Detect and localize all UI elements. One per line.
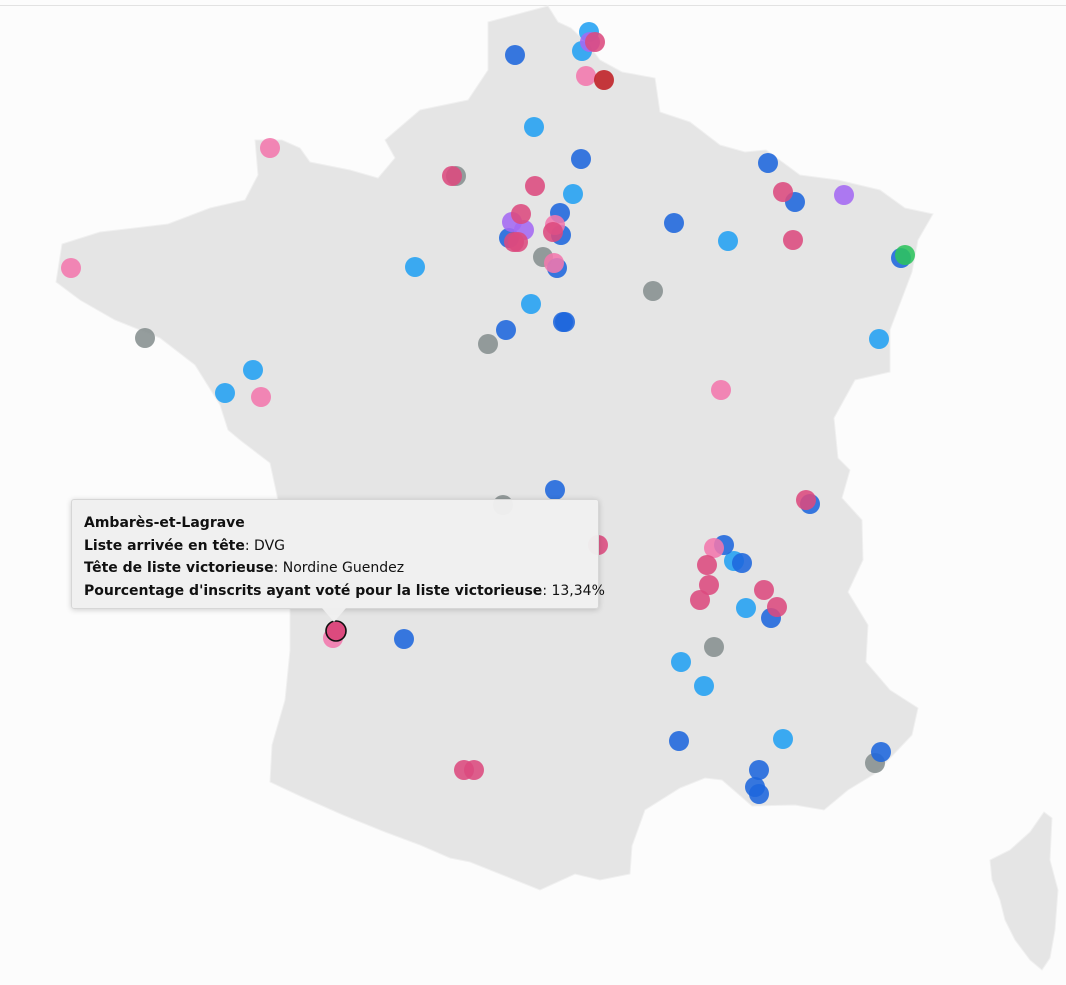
commune-marker-pink[interactable] <box>251 387 271 407</box>
commune-marker-light-blue[interactable] <box>869 329 889 349</box>
commune-marker-dark-blue[interactable] <box>669 731 689 751</box>
commune-marker-dark-pink[interactable] <box>699 575 719 595</box>
tooltip-commune-name: Ambarès-et-Lagrave <box>84 515 245 531</box>
commune-marker-dark-pink[interactable] <box>464 760 484 780</box>
commune-marker-dark-blue[interactable] <box>545 480 565 500</box>
tooltip-leader-value: Nordine Guendez <box>282 560 405 576</box>
commune-marker-pink[interactable] <box>544 253 564 273</box>
commune-marker-dark-pink[interactable] <box>543 222 563 242</box>
commune-marker-light-blue[interactable] <box>736 598 756 618</box>
commune-marker-light-blue[interactable] <box>563 184 583 204</box>
commune-marker-dark-pink[interactable] <box>508 232 528 252</box>
commune-marker-grey[interactable] <box>704 637 724 657</box>
commune-marker-dark-blue[interactable] <box>394 629 414 649</box>
commune-marker-red[interactable] <box>594 70 614 90</box>
commune-marker-dark-pink[interactable] <box>442 166 462 186</box>
commune-marker-dark-pink[interactable] <box>783 230 803 250</box>
commune-marker-grey[interactable] <box>135 328 155 348</box>
commune-marker-dark-pink[interactable] <box>796 490 816 510</box>
commune-marker-light-blue[interactable] <box>405 257 425 277</box>
france-mainland <box>55 5 934 891</box>
commune-marker-light-blue[interactable] <box>215 383 235 403</box>
tooltip-leader-label: Tête de liste victorieuse <box>84 560 274 576</box>
commune-marker-dark-blue[interactable] <box>749 784 769 804</box>
tooltip-pct-line: Pourcentage d'inscrits ayant voté pour l… <box>84 582 605 599</box>
commune-marker-pink[interactable] <box>260 138 280 158</box>
commune-marker-dark-blue[interactable] <box>749 760 769 780</box>
commune-marker-grey[interactable] <box>478 334 498 354</box>
commune-marker-dark-pink[interactable] <box>773 182 793 202</box>
commune-marker-light-blue[interactable] <box>243 360 263 380</box>
commune-marker-light-blue[interactable] <box>524 117 544 137</box>
commune-marker-light-blue[interactable] <box>521 294 541 314</box>
commune-marker-pink[interactable] <box>61 258 81 278</box>
commune-marker-grey[interactable] <box>643 281 663 301</box>
commune-marker-dark-pink[interactable] <box>697 555 717 575</box>
tooltip-list-value: DVG <box>254 537 286 554</box>
commune-marker-light-blue[interactable] <box>773 729 793 749</box>
tooltip-list-line: Liste arrivée en tête: DVG <box>84 537 286 554</box>
tooltip-list-label: Liste arrivée en tête <box>84 537 245 554</box>
commune-marker-green[interactable] <box>895 245 915 265</box>
commune-marker-pink[interactable] <box>704 538 724 558</box>
top-rule <box>0 5 1066 6</box>
commune-marker-dark-pink[interactable] <box>511 204 531 224</box>
commune-marker-light-blue[interactable] <box>671 652 691 672</box>
commune-marker-dark-blue[interactable] <box>732 553 752 573</box>
commune-marker-dark-blue[interactable] <box>505 45 525 65</box>
commune-marker-dark-pink[interactable] <box>767 597 787 617</box>
commune-marker-dark-pink[interactable] <box>585 32 605 52</box>
commune-marker-light-blue[interactable] <box>718 231 738 251</box>
corsica <box>989 811 1059 971</box>
commune-marker-light-blue[interactable] <box>694 676 714 696</box>
tooltip-pct-label: Pourcentage d'inscrits ayant voté pour l… <box>84 582 543 599</box>
commune-marker-dark-pink[interactable] <box>754 580 774 600</box>
tooltip-commune-line: Ambarès-et-Lagrave <box>84 512 586 535</box>
commune-marker-dark-blue[interactable] <box>555 312 575 332</box>
selected-commune-marker[interactable] <box>325 620 347 642</box>
tooltip-pct-value: 13,34% <box>551 582 605 599</box>
commune-tooltip: Ambarès-et-Lagrave Liste arrivée en tête… <box>71 499 605 609</box>
tooltip-arrow <box>322 608 346 622</box>
commune-marker-dark-blue[interactable] <box>664 213 684 233</box>
commune-marker-dark-pink[interactable] <box>690 590 710 610</box>
commune-marker-dark-blue[interactable] <box>496 320 516 340</box>
commune-marker-purple[interactable] <box>834 185 854 205</box>
commune-marker-dark-blue[interactable] <box>871 742 891 762</box>
commune-marker-dark-pink[interactable] <box>525 176 545 196</box>
commune-marker-dark-blue[interactable] <box>758 153 778 173</box>
commune-marker-dark-blue[interactable] <box>571 149 591 169</box>
tooltip-leader-line: Tête de liste victorieuse: Nordine Guend… <box>84 560 405 576</box>
commune-marker-pink[interactable] <box>576 66 596 86</box>
commune-marker-pink[interactable] <box>711 380 731 400</box>
